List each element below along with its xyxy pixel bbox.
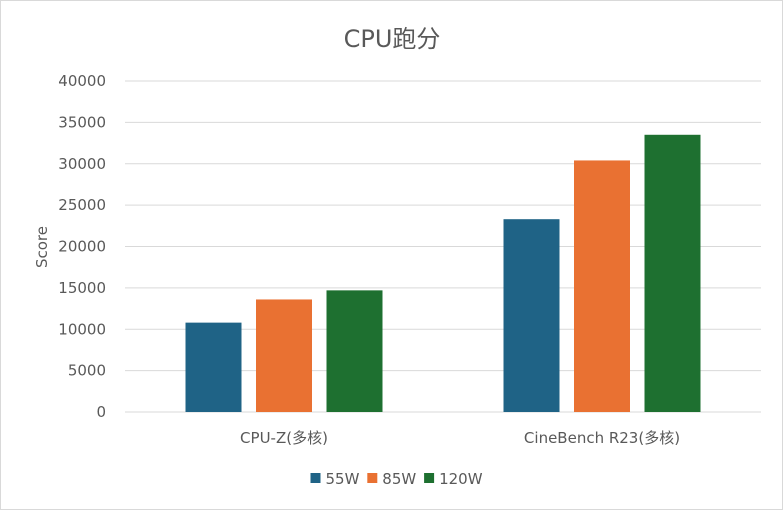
bar-85w-1 [574,160,630,412]
y-tick-label: 40000 [58,72,106,90]
y-tick-label: 15000 [58,279,106,297]
bar-85w-0 [256,299,312,412]
legend-label-85w: 85W [382,470,416,488]
bar-55w-0 [185,322,242,412]
y-tick-label: 10000 [58,320,106,338]
legend: 55W 85W 120W [310,470,483,488]
legend-label-120w: 120W [439,470,483,488]
y-axis-label: Score [33,226,51,268]
y-tick-label: 0 [96,403,106,421]
y-tick-label: 30000 [58,155,106,173]
bar-120w-1 [644,134,701,412]
bar-120w-0 [326,290,383,412]
y-tick-label: 20000 [58,238,106,256]
y-tick-label: 25000 [58,196,106,214]
x-category-label: CPU-Z(多核) [240,429,328,447]
chart-title: CPU跑分 [344,25,441,53]
x-axis-categories: CPU-Z(多核) CineBench R23(多核) [240,429,680,447]
y-axis-ticks: 0 5000 10000 15000 20000 25000 30000 35000 40000 [58,72,106,421]
legend-swatch-55w [310,473,321,483]
legend-swatch-85w [367,473,378,483]
bar-55w-1 [503,219,560,412]
y-tick-label: 5000 [68,362,106,380]
bars [185,134,701,412]
x-category-label: CineBench R23(多核) [524,429,680,447]
legend-swatch-120w [424,473,435,483]
legend-label-55w: 55W [326,470,360,488]
y-tick-label: 35000 [58,113,106,131]
